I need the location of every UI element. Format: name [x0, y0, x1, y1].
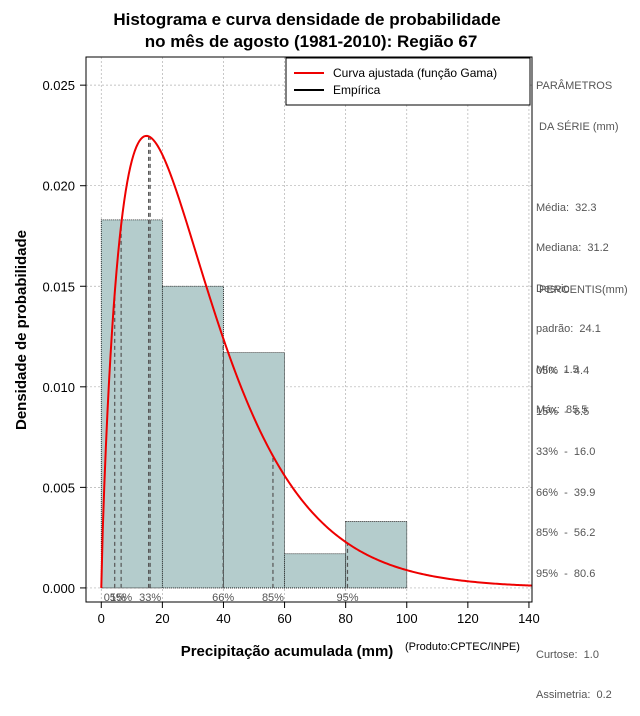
chart-title-line2: no mês de agosto (1981-2010): Região 67 — [145, 32, 478, 51]
percentile-label-1: 15% — [110, 592, 132, 604]
x-tick-label-3: 60 — [277, 611, 291, 626]
y-tick-label-5: 0.025 — [42, 78, 75, 93]
y-tick-label-1: 0.005 — [42, 480, 75, 495]
x-tick-label-6: 120 — [457, 611, 479, 626]
legend-label-empirical: Empírica — [333, 83, 381, 97]
x-tick-label-5: 100 — [396, 611, 418, 626]
assimetria: Assimetria: 0.2 — [536, 689, 612, 701]
gamma-curve — [100, 134, 533, 588]
percentile-label-5: 95% — [336, 592, 358, 604]
y-axis-label: Densidade de probabilidade — [13, 230, 30, 430]
param-media: Média: 32.3 — [536, 201, 597, 214]
percentil-15: 15% - 6.5 — [536, 405, 590, 418]
percentil-66: 66% - 39.9 — [536, 486, 596, 499]
percentis-panel: PERCENTIS(mm) 05% - 4.4 15% - 6.5 33% - … — [536, 257, 628, 716]
y-tick-label-4: 0.020 — [42, 179, 75, 194]
histogram-bar-3 — [284, 553, 347, 589]
x-axis-label: Precipitação acumulada (mm) — [181, 643, 394, 660]
param-desvio: Desvio — [536, 282, 570, 295]
percentile-label-4: 85% — [262, 592, 284, 604]
histogram-bar-1 — [161, 285, 224, 589]
param-max: Máx: 85.5 — [536, 404, 588, 416]
param-min: Mín: 1.5 — [536, 363, 579, 376]
legend: Curva ajustada (função Gama) Empírica — [285, 57, 531, 106]
plot-frame — [85, 56, 533, 603]
curtose: Curtose: 1.0 — [536, 648, 599, 661]
x-tick-label-0: 0 — [98, 611, 105, 626]
histogram-bar-4 — [345, 521, 408, 589]
params-panel: PARÂMETROS DA SÉRIE (mm) Média: 32.3 Med… — [536, 53, 619, 431]
histogram-bar-2 — [223, 352, 285, 589]
params-subtitle: DA SÉRIE (mm) — [536, 120, 619, 133]
percentile-lines: 05%15% 33% 66% 85% 95% — [104, 135, 359, 604]
y-tick-label-3: 0.015 — [42, 279, 75, 294]
credit-label: (Produto:CPTEC/INPE) — [405, 641, 520, 653]
legend-label-curve: Curva ajustada (função Gama) — [333, 66, 497, 80]
param-desvio-value: padrão: 24.1 — [536, 323, 601, 335]
histogram-bars — [100, 219, 408, 589]
x-tick-label-2: 40 — [216, 611, 230, 626]
percentis-title: PERCENTIS(mm) — [536, 284, 628, 296]
percentile-label-2: 33% — [139, 592, 161, 604]
histogram-chart: 05%15% 33% 66% 85% 95% 0 20 40 60 80 100 120 140 0.0… — [13, 10, 540, 660]
axes: 0 20 40 60 80 100 120 140 0.000 0.005 0.010 0.015 0.… — [42, 78, 539, 626]
param-mediana: Mediana: 31.2 — [536, 242, 609, 254]
x-tick-label-4: 80 — [338, 611, 352, 626]
percentil-85: 85% - 56.2 — [536, 527, 596, 539]
percentile-label-0: 05% — [104, 592, 126, 604]
percentil-95: 95% - 80.6 — [536, 567, 596, 580]
chart-title-line1: Histograma e curva densidade de probabil… — [113, 10, 500, 29]
percentile-label-3: 66% — [212, 592, 234, 604]
x-tick-label-7: 140 — [518, 611, 540, 626]
params-title: PARÂMETROS — [536, 80, 613, 92]
x-tick-label-1: 20 — [155, 611, 169, 626]
percentil-05: 05% - 4.4 — [536, 365, 590, 377]
legend-box — [285, 57, 531, 106]
y-tick-label-0: 0.000 — [42, 581, 75, 596]
histogram-bar-0 — [100, 219, 163, 589]
percentil-33: 33% - 16.0 — [536, 446, 596, 458]
y-tick-label-2: 0.010 — [42, 380, 75, 395]
